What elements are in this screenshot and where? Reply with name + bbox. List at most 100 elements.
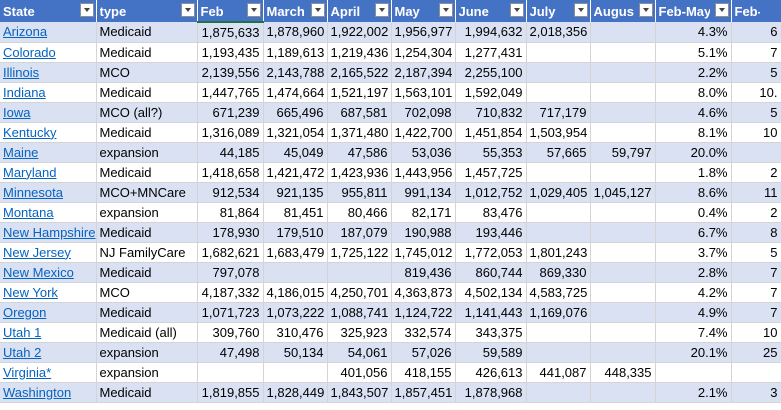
value-cell[interactable]: 5 bbox=[731, 242, 781, 263]
value-cell[interactable] bbox=[526, 42, 591, 63]
filter-dropdown-icon[interactable] bbox=[246, 3, 261, 17]
value-cell[interactable]: 193,446 bbox=[455, 222, 527, 243]
value-cell[interactable]: 187,079 bbox=[327, 222, 392, 243]
state-link[interactable]: New Jersey bbox=[0, 242, 97, 263]
filter-dropdown-icon[interactable] bbox=[509, 3, 524, 17]
state-link[interactable]: Utah 1 bbox=[0, 322, 97, 343]
value-cell[interactable]: 1,725,122 bbox=[327, 242, 392, 263]
value-cell[interactable]: 1,071,723 bbox=[197, 302, 264, 323]
type-cell[interactable]: Medicaid bbox=[96, 22, 198, 43]
state-link[interactable]: Colorado bbox=[0, 42, 97, 63]
value-cell[interactable]: 1,994,632 bbox=[455, 22, 527, 43]
type-cell[interactable]: Medicaid bbox=[96, 302, 198, 323]
type-cell[interactable]: Medicaid bbox=[96, 222, 198, 243]
value-cell[interactable]: 401,056 bbox=[327, 362, 392, 383]
value-cell[interactable]: 4.9% bbox=[655, 302, 732, 323]
value-cell[interactable]: 1,422,700 bbox=[391, 122, 456, 143]
value-cell[interactable]: 1,189,613 bbox=[263, 42, 328, 63]
state-link[interactable]: Utah 2 bbox=[0, 342, 97, 363]
value-cell[interactable]: 1,745,012 bbox=[391, 242, 456, 263]
value-cell[interactable]: 7 bbox=[731, 42, 781, 63]
value-cell[interactable] bbox=[590, 62, 656, 83]
value-cell[interactable]: 671,239 bbox=[197, 102, 264, 123]
value-cell[interactable]: 190,988 bbox=[391, 222, 456, 243]
type-cell[interactable]: Medicaid bbox=[96, 262, 198, 283]
value-cell[interactable]: 1,922,002 bbox=[327, 22, 392, 43]
column-header-state[interactable]: State bbox=[0, 0, 97, 22]
type-cell[interactable]: Medicaid bbox=[96, 162, 198, 183]
value-cell[interactable] bbox=[590, 242, 656, 263]
value-cell[interactable]: 25 bbox=[731, 342, 781, 363]
value-cell[interactable]: 310,476 bbox=[263, 322, 328, 343]
value-cell[interactable]: 7 bbox=[731, 262, 781, 283]
column-header-type[interactable]: type bbox=[96, 0, 198, 22]
value-cell[interactable]: 1,316,089 bbox=[197, 122, 264, 143]
value-cell[interactable] bbox=[590, 342, 656, 363]
type-cell[interactable]: expansion bbox=[96, 142, 198, 163]
value-cell[interactable]: 2 bbox=[731, 202, 781, 223]
value-cell[interactable] bbox=[526, 202, 591, 223]
value-cell[interactable] bbox=[590, 122, 656, 143]
value-cell[interactable]: 1,956,977 bbox=[391, 22, 456, 43]
value-cell[interactable]: 82,171 bbox=[391, 202, 456, 223]
value-cell[interactable]: 4,502,134 bbox=[455, 282, 527, 303]
value-cell[interactable]: 4,186,015 bbox=[263, 282, 328, 303]
value-cell[interactable]: 5 bbox=[731, 62, 781, 83]
type-cell[interactable]: NJ FamilyCare bbox=[96, 242, 198, 263]
value-cell[interactable]: 2,165,522 bbox=[327, 62, 392, 83]
state-link[interactable]: New Hampshire bbox=[0, 222, 97, 243]
value-cell[interactable]: 53,036 bbox=[391, 142, 456, 163]
value-cell[interactable]: 921,135 bbox=[263, 182, 328, 203]
value-cell[interactable]: 309,760 bbox=[197, 322, 264, 343]
value-cell[interactable]: 8.1% bbox=[655, 122, 732, 143]
value-cell[interactable]: 2,139,556 bbox=[197, 62, 264, 83]
value-cell[interactable]: 8 bbox=[731, 222, 781, 243]
value-cell[interactable]: 710,832 bbox=[455, 102, 527, 123]
value-cell[interactable]: 59,797 bbox=[590, 142, 656, 163]
value-cell[interactable]: 1,321,054 bbox=[263, 122, 328, 143]
filter-dropdown-icon[interactable] bbox=[438, 3, 453, 17]
value-cell[interactable]: 1,073,222 bbox=[263, 302, 328, 323]
value-cell[interactable]: 1,124,722 bbox=[391, 302, 456, 323]
value-cell[interactable]: 1,682,621 bbox=[197, 242, 264, 263]
state-link[interactable]: Oregon bbox=[0, 302, 97, 323]
value-cell[interactable]: 418,155 bbox=[391, 362, 456, 383]
type-cell[interactable]: Medicaid bbox=[96, 82, 198, 103]
column-header-july[interactable]: July bbox=[526, 0, 591, 22]
state-link[interactable]: New Mexico bbox=[0, 262, 97, 283]
value-cell[interactable]: 1,254,304 bbox=[391, 42, 456, 63]
filter-dropdown-icon[interactable] bbox=[180, 3, 195, 17]
column-header-april[interactable]: April bbox=[327, 0, 392, 22]
value-cell[interactable] bbox=[526, 62, 591, 83]
column-header-feb-jun[interactable]: Feb-Jun bbox=[731, 0, 781, 22]
value-cell[interactable]: 1,457,725 bbox=[455, 162, 527, 183]
value-cell[interactable]: 343,375 bbox=[455, 322, 527, 343]
value-cell[interactable]: 6 bbox=[731, 22, 781, 43]
value-cell[interactable]: 179,510 bbox=[263, 222, 328, 243]
value-cell[interactable]: 1,843,507 bbox=[327, 382, 392, 403]
value-cell[interactable]: 8.0% bbox=[655, 82, 732, 103]
value-cell[interactable]: 426,613 bbox=[455, 362, 527, 383]
type-cell[interactable]: MCO (all?) bbox=[96, 102, 198, 123]
value-cell[interactable] bbox=[731, 362, 781, 383]
value-cell[interactable]: 50,134 bbox=[263, 342, 328, 363]
type-cell[interactable]: MCO+MNCare bbox=[96, 182, 198, 203]
value-cell[interactable] bbox=[197, 362, 264, 383]
value-cell[interactable]: 47,586 bbox=[327, 142, 392, 163]
value-cell[interactable] bbox=[655, 362, 732, 383]
value-cell[interactable] bbox=[590, 82, 656, 103]
value-cell[interactable]: 860,744 bbox=[455, 262, 527, 283]
value-cell[interactable]: 83,476 bbox=[455, 202, 527, 223]
type-cell[interactable]: expansion bbox=[96, 342, 198, 363]
value-cell[interactable]: 1,451,854 bbox=[455, 122, 527, 143]
value-cell[interactable]: 54,061 bbox=[327, 342, 392, 363]
filter-dropdown-icon[interactable] bbox=[79, 3, 94, 17]
state-link[interactable]: Illinois bbox=[0, 62, 97, 83]
value-cell[interactable]: 1,423,936 bbox=[327, 162, 392, 183]
value-cell[interactable] bbox=[590, 162, 656, 183]
value-cell[interactable]: 4,187,332 bbox=[197, 282, 264, 303]
state-link[interactable]: Arizona bbox=[0, 22, 97, 43]
column-header-may[interactable]: May bbox=[391, 0, 456, 22]
value-cell[interactable]: 1,447,765 bbox=[197, 82, 264, 103]
filter-dropdown-icon[interactable] bbox=[374, 3, 389, 17]
